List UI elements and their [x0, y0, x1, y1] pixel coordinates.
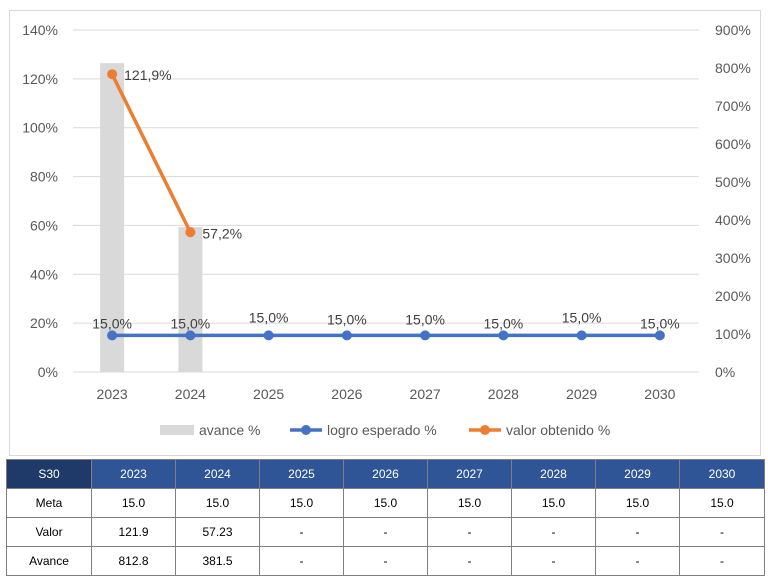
table-cell: - [427, 546, 512, 576]
table-header-cell: 2029 [595, 459, 680, 489]
table-row: Avance 812.8 381.5- - - - - - [6, 546, 765, 576]
y-left-tick-label: 100% [22, 120, 58, 136]
table-cell: 15.0 [175, 488, 260, 518]
y-left-tick-label: 60% [30, 217, 58, 233]
data-label: 15,0% [171, 315, 211, 331]
y-left-tick-label: 80% [30, 169, 58, 185]
y-left-tick-label: 20% [30, 315, 58, 331]
chart-area: 0% 20% 40% 60% 80% 100% 120% 140% 0% 100% 200% 300%… [9, 10, 761, 456]
table-cell: - [259, 517, 344, 547]
table-cell: 381.5 [175, 546, 260, 576]
table-row: Meta 15.0 15.0 15.0 15.0 15.0 15.0 15.0 15.0 [6, 488, 765, 518]
row-label: Valor [6, 517, 92, 547]
data-label: 15,0% [562, 309, 602, 325]
data-point [420, 330, 431, 341]
table-cell: - [427, 517, 512, 547]
table-cell: - [679, 517, 765, 547]
data-point [263, 330, 274, 341]
legend-label: avance % [199, 422, 260, 438]
table-cell: - [679, 546, 765, 576]
table-header-cell: 2024 [175, 459, 260, 489]
table-cell: - [343, 517, 428, 547]
x-tick-label: 2029 [566, 386, 597, 402]
legend-label: logro esperado % [327, 422, 437, 438]
table-cell: - [511, 546, 596, 576]
data-point [341, 330, 352, 341]
y-left-tick-label: 40% [30, 266, 58, 282]
table-cell: 812.8 [91, 546, 176, 576]
data-label: 57,2% [202, 225, 242, 241]
data-table: S30 2023 2024 2025 2026 2027 2028 2029 2030 Meta… [6, 459, 765, 576]
bar [178, 227, 203, 372]
data-point [107, 69, 118, 80]
data-point [185, 227, 196, 238]
row-label: Avance [6, 546, 92, 576]
legend-label: valor obtenido % [506, 422, 610, 438]
table-header-cell: 2025 [259, 459, 344, 489]
legend-marker-blue [301, 425, 311, 435]
y-right-tick-label: 800% [715, 60, 751, 76]
combo-chart: 0% 20% 40% 60% 80% 100% 120% 140% 0% 100% 200% 300%… [22, 22, 751, 438]
legend-swatch-bar [160, 425, 194, 435]
data-label: 15,0% [640, 315, 680, 331]
data-label: 15,0% [249, 309, 289, 325]
y-right-tick-label: 700% [715, 98, 751, 114]
table-header-cell: 2028 [511, 459, 596, 489]
data-label: 15,0% [484, 315, 524, 331]
x-tick-label: 2030 [644, 386, 675, 402]
table-cell: 15.0 [259, 488, 344, 518]
table-header-cell: 2026 [343, 459, 428, 489]
y-right-tick-label: 100% [715, 326, 751, 342]
table-cell: 15.0 [343, 488, 428, 518]
table-corner-label: S30 [6, 459, 92, 489]
legend-marker-orange [480, 425, 490, 435]
y-right-tick-label: 0% [715, 364, 735, 380]
table-header-row: S30 2023 2024 2025 2026 2027 2028 2029 2030 [6, 459, 765, 489]
data-label: 15,0% [327, 311, 367, 327]
x-tick-label: 2023 [97, 386, 128, 402]
table-cell: 15.0 [427, 488, 512, 518]
data-point [654, 330, 665, 341]
table-cell: 15.0 [91, 488, 176, 518]
table-cell: 57.23 [175, 517, 260, 547]
x-tick-label: 2026 [331, 386, 362, 402]
data-point [107, 330, 118, 341]
y-left-tick-label: 0% [38, 364, 58, 380]
table-cell: - [595, 546, 680, 576]
y-left-tick-label: 120% [22, 71, 58, 87]
data-point [576, 330, 587, 341]
y-right-tick-label: 500% [715, 174, 751, 190]
x-tick-label: 2028 [488, 386, 519, 402]
table-cell: 15.0 [511, 488, 596, 518]
table-body: Meta 15.0 15.0 15.0 15.0 15.0 15.0 15.0 15.0 Valo… [6, 488, 765, 576]
y-right-tick-label: 400% [715, 212, 751, 228]
y-right-tick-label: 900% [715, 22, 751, 38]
table-header-cell: 2030 [679, 459, 765, 489]
data-label: 15,0% [405, 311, 445, 327]
x-tick-label: 2027 [410, 386, 441, 402]
x-tick-label: 2024 [175, 386, 206, 402]
data-label: 121,9% [124, 67, 171, 83]
row-label: Meta [6, 488, 92, 518]
table-cell: - [343, 546, 428, 576]
table-cell: 15.0 [595, 488, 680, 518]
table-header-cell: 2027 [427, 459, 512, 489]
table-header-cell: 2023 [91, 459, 176, 489]
table-cell: 121.9 [91, 517, 176, 547]
table-cell: - [259, 546, 344, 576]
table-row: Valor 121.9 57.23- - - - - - [6, 517, 765, 547]
x-tick-label: 2025 [253, 386, 284, 402]
table-cell: 15.0 [679, 488, 765, 518]
table-cell: - [595, 517, 680, 547]
data-label: 15,0% [92, 315, 132, 331]
series-line [110, 73, 192, 234]
table-cell: - [511, 517, 596, 547]
bar [100, 63, 125, 373]
y-right-tick-label: 200% [715, 288, 751, 304]
y-left-tick-label: 140% [22, 22, 58, 38]
y-right-tick-label: 600% [715, 136, 751, 152]
data-point [185, 330, 196, 341]
data-point [498, 330, 509, 341]
y-right-tick-label: 300% [715, 250, 751, 266]
